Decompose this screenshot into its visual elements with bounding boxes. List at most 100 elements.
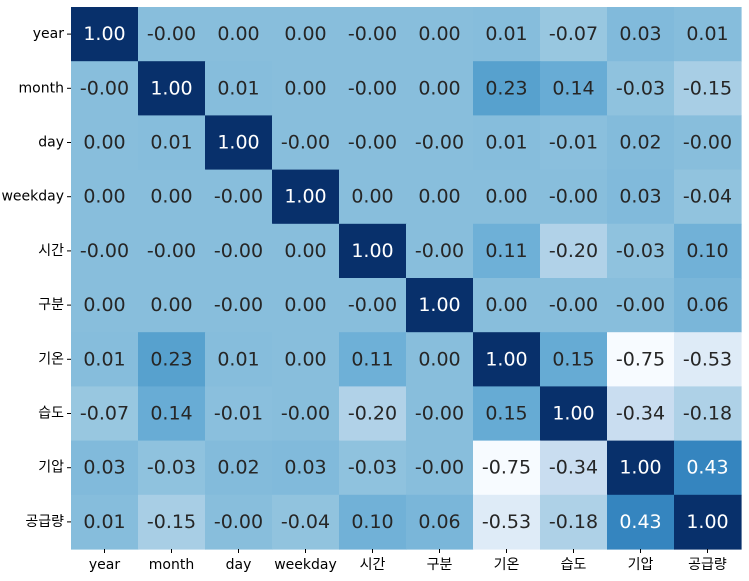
heatmap-cell (540, 223, 608, 279)
heatmap-cell (339, 494, 407, 550)
heatmap-cell (406, 278, 474, 333)
heatmap-cell-value: 1.00 (418, 294, 460, 316)
heatmap-cell-value: 0.01 (217, 77, 259, 99)
y-tick-label: 시간 (38, 243, 64, 259)
heatmap-cell (205, 169, 273, 225)
x-tick-label: day (226, 557, 252, 573)
heatmap-cell-value: -0.00 (80, 77, 129, 99)
heatmap-cell (473, 169, 541, 225)
heatmap-cell (674, 61, 742, 116)
y-tick-label: 공급량 (25, 514, 64, 530)
heatmap-cell (272, 332, 340, 387)
heatmap-cell (473, 7, 541, 62)
heatmap-cell (272, 386, 340, 442)
heatmap-cell-value: 0.00 (284, 348, 326, 370)
x-tick-label: year (89, 557, 120, 573)
heatmap-cell-value: 0.15 (485, 403, 527, 425)
heatmap-cell-value: -0.00 (348, 132, 397, 154)
y-tick-label: day (38, 135, 64, 151)
heatmap-cell-value: -0.53 (482, 511, 531, 533)
heatmap-cell (674, 278, 742, 333)
heatmap-cell-value: -0.07 (80, 403, 129, 425)
heatmap-cell-value: -0.00 (348, 294, 397, 316)
heatmap-cell-value: 0.00 (217, 23, 259, 45)
heatmap-cell-value: -0.15 (147, 511, 196, 533)
heatmap-cell-value: 0.01 (217, 348, 259, 370)
heatmap-cell-value: 0.00 (284, 77, 326, 99)
heatmap-cell (473, 115, 541, 171)
heatmap-cell (138, 169, 206, 225)
heatmap-cell-value: -0.00 (683, 132, 732, 154)
heatmap-cell (138, 332, 206, 387)
heatmap-cell (406, 169, 474, 225)
heatmap-cell-value: -0.00 (348, 23, 397, 45)
heatmap-cell-value: -0.00 (214, 240, 263, 262)
heatmap-cell (71, 494, 139, 550)
heatmap-cell (205, 61, 273, 116)
heatmap-cell (272, 223, 340, 279)
heatmap-cell-value: -0.00 (415, 240, 464, 262)
heatmap-cell-value: -0.18 (549, 511, 598, 533)
heatmap-cell-value: 0.00 (83, 294, 125, 316)
heatmap-cell (674, 115, 742, 171)
heatmap-cell-value: 0.11 (485, 240, 527, 262)
heatmap-cell-value: 0.00 (150, 294, 192, 316)
heatmap-cell (71, 169, 139, 225)
heatmap-cell (205, 440, 273, 496)
heatmap-cell-value: 1.00 (686, 511, 728, 533)
x-tick-label: 시간 (360, 557, 386, 573)
heatmap-cell-value: 0.00 (418, 23, 460, 45)
heatmap-cell-value: 0.00 (284, 23, 326, 45)
heatmap-cell-value: -0.00 (281, 132, 330, 154)
heatmap-cell (540, 386, 608, 442)
heatmap-cell (205, 7, 273, 62)
heatmap-cell-value: 0.00 (284, 294, 326, 316)
heatmap-cell (272, 440, 340, 496)
heatmap-cell (473, 440, 541, 496)
heatmap-cell (138, 440, 206, 496)
heatmap-cell-value: -0.01 (214, 403, 263, 425)
heatmap-cell (406, 386, 474, 442)
heatmap-cell (674, 7, 742, 62)
heatmap-cell (607, 61, 675, 116)
heatmap-cell-value: 0.43 (686, 457, 728, 479)
heatmap-cell (138, 7, 206, 62)
heatmap-cell-value: 0.01 (686, 23, 728, 45)
heatmap-cell-value: -0.15 (683, 77, 732, 99)
heatmap-cell-value: 0.14 (552, 77, 594, 99)
heatmap-cell-value: -0.01 (549, 132, 598, 154)
heatmap-cell (205, 223, 273, 279)
heatmap-cell-value: 0.01 (83, 511, 125, 533)
heatmap-cell (674, 386, 742, 442)
heatmap-cell-value: -0.00 (415, 132, 464, 154)
heatmap-cell-value: -0.00 (616, 294, 665, 316)
heatmap-cell-value: 0.01 (83, 348, 125, 370)
heatmap-cell-value: 1.00 (150, 77, 192, 99)
heatmap-cell (272, 278, 340, 333)
heatmap-cell-value: 0.14 (150, 403, 192, 425)
heatmap-cell-value: 0.23 (150, 348, 192, 370)
heatmap-cell-value: 1.00 (217, 132, 259, 154)
heatmap-cell (272, 169, 340, 225)
heatmap-cell (473, 278, 541, 333)
heatmap-cell (205, 332, 273, 387)
y-tick-label: month (19, 80, 64, 96)
heatmap-cell-value: 0.00 (485, 186, 527, 208)
heatmap-cell (607, 115, 675, 171)
heatmap-cell-value: 0.01 (150, 132, 192, 154)
heatmap-cell-value: 0.00 (150, 186, 192, 208)
heatmap-cell-value: 1.00 (552, 403, 594, 425)
x-tick-label: month (149, 557, 194, 573)
heatmap-cell (138, 494, 206, 550)
heatmap-cell (607, 278, 675, 333)
heatmap-cell-value: 0.11 (351, 348, 393, 370)
heatmap-cell-value: -0.75 (616, 348, 665, 370)
heatmap-cell (607, 440, 675, 496)
heatmap-cell-value: 1.00 (83, 23, 125, 45)
heatmap-cell-value: -0.00 (214, 186, 263, 208)
heatmap-cell (607, 494, 675, 550)
heatmap-cell-value: 1.00 (485, 348, 527, 370)
heatmap-cell-value: 0.10 (351, 511, 393, 533)
